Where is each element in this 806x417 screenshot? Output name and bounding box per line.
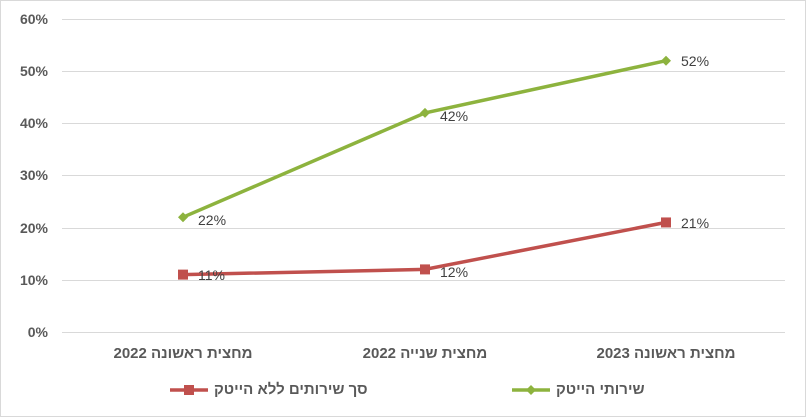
data-label-hitech: 52% bbox=[681, 53, 710, 69]
x-category: מחצית ראשונה 2023 bbox=[596, 345, 736, 362]
y-tick: 50% bbox=[19, 63, 48, 79]
gridlines bbox=[62, 19, 785, 333]
data-label-non-hitech: 12% bbox=[440, 264, 469, 280]
square-marker-icon bbox=[420, 264, 430, 275]
y-tick: 0% bbox=[27, 324, 48, 340]
square-marker-icon bbox=[661, 217, 671, 228]
data-label-hitech: 22% bbox=[198, 212, 227, 228]
series-non-hitech-line bbox=[178, 217, 671, 280]
y-tick: 10% bbox=[19, 272, 48, 288]
data-label-hitech: 42% bbox=[440, 108, 469, 124]
data-label-non-hitech: 11% bbox=[198, 267, 225, 283]
diamond-marker-icon bbox=[661, 55, 671, 66]
y-tick: 60% bbox=[19, 11, 48, 27]
y-tick: 20% bbox=[19, 220, 48, 236]
data-label-non-hitech: 21% bbox=[681, 215, 710, 231]
diamond-marker-icon bbox=[512, 384, 550, 395]
square-marker-icon bbox=[170, 384, 208, 395]
diamond-marker-icon bbox=[178, 212, 188, 223]
legend-label: שירותי הייטק bbox=[556, 381, 645, 398]
square-marker-icon bbox=[178, 269, 188, 280]
legend-label: סך שירותים ללא הייטק bbox=[214, 381, 368, 398]
legend-item-non-hitech[interactable]: סך שירותים ללא הייטק bbox=[170, 381, 368, 398]
diamond-marker-icon bbox=[420, 107, 430, 118]
y-tick: 30% bbox=[19, 167, 48, 183]
x-category: מחצית שנייה 2022 bbox=[362, 345, 488, 362]
legend-item-hitech[interactable]: שירותי הייטק bbox=[512, 381, 645, 398]
x-category: מחצית ראשונה 2022 bbox=[113, 345, 253, 362]
y-tick: 40% bbox=[19, 115, 48, 131]
series-hitech-line bbox=[178, 55, 671, 223]
